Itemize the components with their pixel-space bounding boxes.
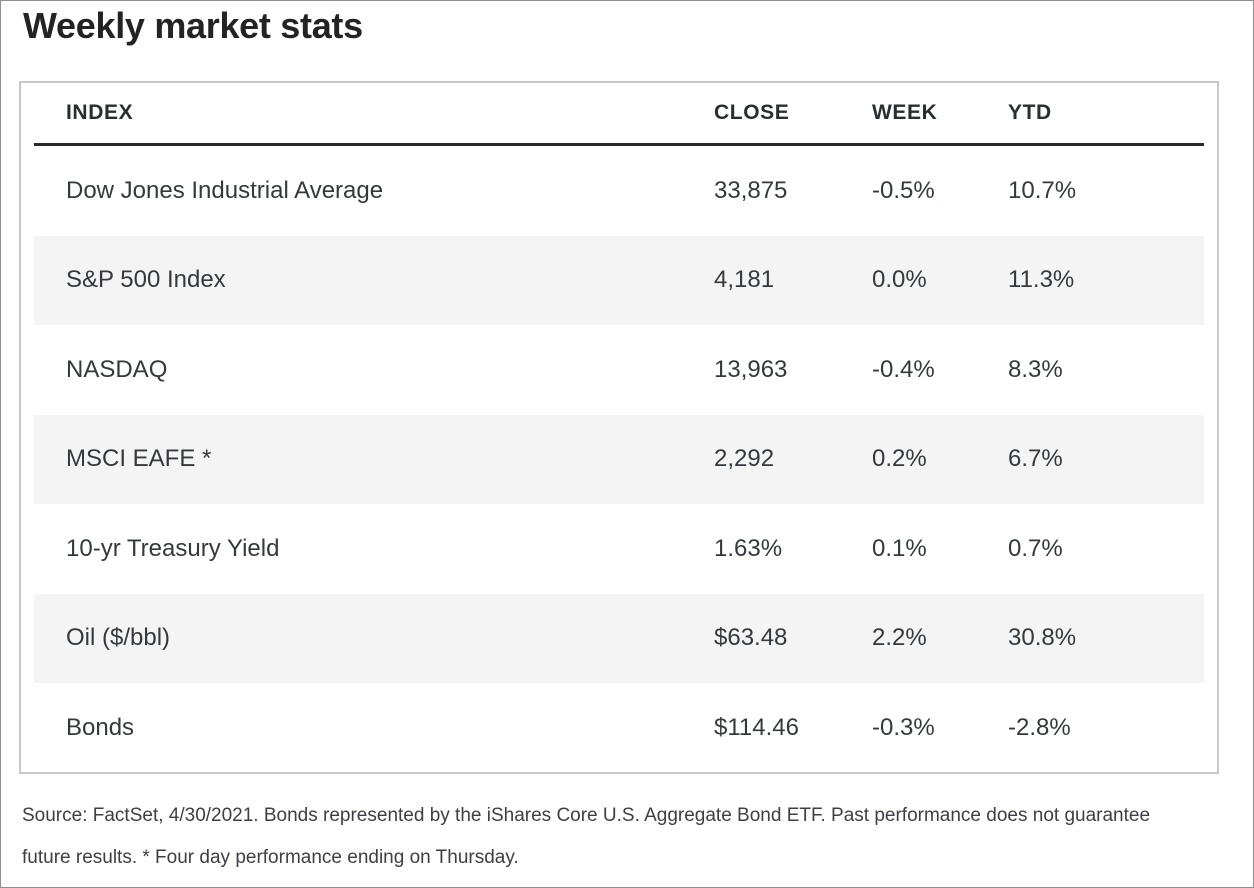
week-cell: 0.0% [872,266,927,294]
column-header-week: WEEK [872,101,938,124]
table-row: 10-yr Treasury Yield 1.63% 0.1% 0.7% [34,504,1204,594]
footnote-line: future results. * Four day performance e… [22,847,519,868]
page-title: Weekly market stats [23,5,363,46]
close-cell: 2,292 [714,445,775,473]
source-footnote: Source: FactSet, 4/30/2021. Bonds repres… [22,795,1222,879]
close-cell: 4,181 [714,266,775,294]
ytd-cell: 30.8% [1008,624,1077,652]
close-cell: 33,875 [714,176,788,204]
week-cell: -0.5% [872,176,935,204]
index-cell: Oil ($/bbl) [66,624,171,652]
ytd-cell: 10.7% [1008,176,1077,204]
table-header-row: INDEX CLOSE WEEK YTD [34,83,1204,143]
index-cell: 10-yr Treasury Yield [66,534,280,562]
market-stats-table: INDEX CLOSE WEEK YTD Dow Jones Industria… [19,81,1219,774]
index-cell: S&P 500 Index [66,266,226,294]
ytd-cell: -2.8% [1008,713,1071,741]
week-cell: -0.3% [872,713,935,741]
footnote-line: Source: FactSet, 4/30/2021. Bonds repres… [22,805,1151,826]
table-row: S&P 500 Index 4,181 0.0% 11.3% [34,235,1204,325]
table-row: NASDAQ 13,963 -0.4% 8.3% [34,325,1204,415]
week-cell: 0.2% [872,445,927,473]
index-cell: Bonds [66,713,135,741]
header-rule [34,143,1204,146]
column-header-close: CLOSE [714,101,790,124]
index-cell: Dow Jones Industrial Average [66,176,384,204]
week-cell: 2.2% [872,624,927,652]
close-cell: $114.46 [714,713,799,741]
ytd-cell: 0.7% [1008,534,1063,562]
table-body: Dow Jones Industrial Average 33,875 -0.5… [34,146,1204,773]
column-header-ytd: YTD [1008,101,1052,124]
ytd-cell: 8.3% [1008,355,1063,383]
close-cell: $63.48 [714,624,788,652]
column-header-index: INDEX [66,101,134,124]
table-row: Dow Jones Industrial Average 33,875 -0.5… [34,146,1204,236]
table-row: MSCI EAFE * 2,292 0.2% 6.7% [34,414,1204,504]
table-row: Oil ($/bbl) $63.48 2.2% 30.8% [34,593,1204,683]
table-row: Bonds $114.46 -0.3% -2.8% [34,683,1204,773]
week-cell: -0.4% [872,355,935,383]
index-cell: NASDAQ [66,355,168,383]
index-cell: MSCI EAFE * [66,445,212,473]
week-cell: 0.1% [872,534,927,562]
close-cell: 13,963 [714,355,788,383]
close-cell: 1.63% [714,534,783,562]
ytd-cell: 11.3% [1008,266,1075,294]
ytd-cell: 6.7% [1008,445,1063,473]
